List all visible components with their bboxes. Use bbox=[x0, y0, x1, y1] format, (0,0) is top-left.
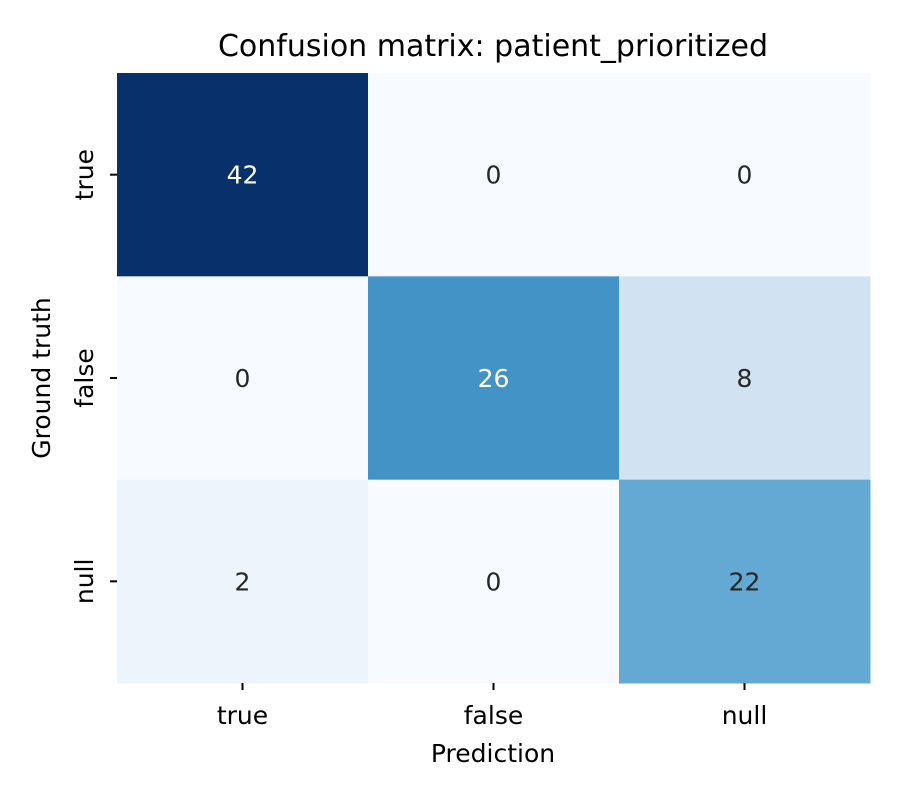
heatmap-cell-false-true bbox=[117, 276, 369, 481]
heatmap-cell-null-null bbox=[619, 479, 871, 684]
x-tick-label: false bbox=[464, 701, 523, 730]
y-tick-label: false bbox=[70, 348, 99, 407]
cell-value-label: 0 bbox=[737, 161, 753, 190]
x-tick-label: null bbox=[722, 701, 768, 730]
y-tick-label: true bbox=[70, 149, 99, 200]
cell-value-label: 0 bbox=[486, 161, 502, 190]
cell-value-label: 0 bbox=[235, 364, 251, 393]
y-tick-label: null bbox=[70, 559, 99, 605]
y-axis-label: Ground truth bbox=[27, 297, 56, 458]
axis-ticks: true false null true false null bbox=[70, 149, 767, 730]
cell-value-label: 22 bbox=[729, 567, 761, 596]
heatmap-cell-true-null bbox=[619, 73, 871, 277]
heatmap-cell-null-false bbox=[368, 479, 620, 684]
heatmap-cell-false-false bbox=[368, 276, 620, 481]
x-axis-label: Prediction bbox=[431, 739, 555, 768]
heatmap-cells: 42 0 0 0 26 8 2 0 22 bbox=[117, 73, 871, 684]
cell-value-label: 2 bbox=[235, 567, 251, 596]
cell-value-label: 42 bbox=[227, 161, 259, 190]
x-tick-label: true bbox=[217, 701, 268, 730]
heatmap-cell-null-true bbox=[117, 479, 369, 684]
heatmap-cell-true-true bbox=[117, 73, 369, 277]
heatmap-cell-false-null bbox=[619, 276, 871, 481]
cell-value-label: 8 bbox=[737, 364, 753, 393]
cell-value-label: 0 bbox=[486, 567, 502, 596]
chart-title: Confusion matrix: patient_prioritized bbox=[218, 29, 768, 64]
cell-value-label: 26 bbox=[478, 364, 510, 393]
heatmap-cell-true-false bbox=[368, 73, 620, 277]
